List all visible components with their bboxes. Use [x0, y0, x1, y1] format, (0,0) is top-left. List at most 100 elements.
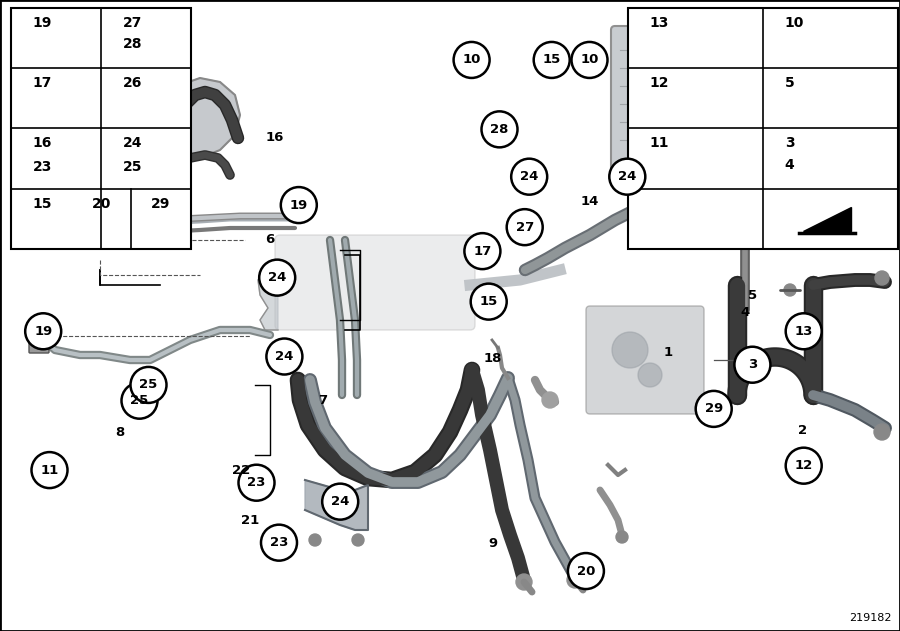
- Text: 28: 28: [491, 123, 508, 136]
- Text: 25: 25: [130, 394, 148, 407]
- Text: 2: 2: [798, 424, 807, 437]
- Text: 23: 23: [270, 536, 288, 549]
- Circle shape: [261, 524, 297, 561]
- Text: 219182: 219182: [850, 613, 892, 623]
- Text: 20: 20: [577, 565, 595, 577]
- Text: 10: 10: [463, 54, 481, 66]
- Polygon shape: [305, 480, 368, 530]
- Circle shape: [638, 363, 662, 387]
- Circle shape: [568, 553, 604, 589]
- Text: 27: 27: [516, 221, 534, 233]
- Circle shape: [266, 338, 302, 375]
- Circle shape: [786, 313, 822, 350]
- Text: 27: 27: [122, 16, 142, 30]
- Text: 10: 10: [785, 16, 805, 30]
- Circle shape: [471, 283, 507, 320]
- Text: 15: 15: [32, 197, 52, 211]
- Circle shape: [612, 332, 648, 368]
- Text: 23: 23: [248, 476, 266, 489]
- Text: 7: 7: [318, 394, 327, 407]
- Text: 16: 16: [32, 136, 52, 150]
- Text: 21: 21: [241, 514, 259, 527]
- Circle shape: [32, 452, 68, 488]
- Text: 5: 5: [748, 289, 757, 302]
- Text: 5: 5: [785, 76, 795, 90]
- FancyBboxPatch shape: [611, 26, 749, 174]
- Text: 22: 22: [232, 464, 250, 476]
- Text: 12: 12: [650, 76, 670, 90]
- Circle shape: [309, 534, 321, 546]
- Circle shape: [874, 424, 890, 440]
- Text: 18: 18: [483, 352, 501, 365]
- Text: 24: 24: [122, 136, 142, 150]
- Text: 11: 11: [650, 136, 670, 150]
- Text: 8: 8: [115, 426, 124, 439]
- Text: 28: 28: [122, 37, 142, 50]
- FancyBboxPatch shape: [633, 8, 727, 34]
- Text: 15: 15: [543, 54, 561, 66]
- FancyBboxPatch shape: [29, 339, 49, 353]
- Text: 4: 4: [741, 306, 750, 319]
- Text: 24: 24: [520, 170, 538, 183]
- Text: 13: 13: [650, 16, 670, 30]
- Text: 12: 12: [795, 459, 813, 472]
- FancyBboxPatch shape: [275, 235, 475, 330]
- Circle shape: [464, 233, 500, 269]
- Circle shape: [507, 209, 543, 245]
- Circle shape: [30, 232, 40, 242]
- Circle shape: [616, 531, 628, 543]
- FancyBboxPatch shape: [628, 8, 898, 249]
- Text: 1: 1: [663, 346, 672, 358]
- Text: 3: 3: [785, 136, 795, 150]
- Circle shape: [454, 42, 490, 78]
- FancyBboxPatch shape: [586, 306, 704, 414]
- Circle shape: [534, 42, 570, 78]
- Circle shape: [609, 158, 645, 195]
- Circle shape: [734, 346, 770, 383]
- Text: 9: 9: [489, 538, 498, 550]
- Text: 24: 24: [268, 271, 286, 284]
- FancyBboxPatch shape: [11, 8, 191, 249]
- Text: 26: 26: [122, 76, 142, 90]
- Circle shape: [281, 187, 317, 223]
- Text: 4: 4: [785, 158, 795, 172]
- Circle shape: [122, 382, 158, 419]
- Circle shape: [511, 158, 547, 195]
- Text: 17: 17: [473, 245, 491, 257]
- Circle shape: [322, 483, 358, 520]
- Text: 14: 14: [580, 196, 598, 208]
- Circle shape: [25, 313, 61, 350]
- Circle shape: [238, 464, 274, 501]
- Text: 10: 10: [580, 54, 598, 66]
- Polygon shape: [258, 265, 278, 330]
- Text: 16: 16: [266, 131, 284, 144]
- Circle shape: [259, 259, 295, 296]
- Text: 29: 29: [705, 403, 723, 415]
- Circle shape: [572, 42, 608, 78]
- Circle shape: [542, 392, 558, 408]
- Text: 23: 23: [32, 160, 52, 174]
- Text: 19: 19: [290, 199, 308, 211]
- Text: 25: 25: [140, 379, 158, 391]
- Circle shape: [784, 284, 796, 296]
- Text: 20: 20: [92, 197, 112, 211]
- Circle shape: [516, 574, 532, 590]
- Polygon shape: [803, 207, 850, 231]
- Circle shape: [786, 447, 822, 484]
- Circle shape: [130, 367, 166, 403]
- Text: 11: 11: [40, 464, 58, 476]
- Circle shape: [875, 271, 889, 285]
- Circle shape: [352, 534, 364, 546]
- Text: 6: 6: [266, 233, 274, 246]
- Polygon shape: [145, 78, 240, 158]
- Circle shape: [696, 391, 732, 427]
- Text: 19: 19: [34, 325, 52, 338]
- Text: 24: 24: [618, 170, 636, 183]
- Text: 19: 19: [32, 16, 52, 30]
- Text: 24: 24: [275, 350, 293, 363]
- Text: 25: 25: [122, 160, 142, 174]
- Text: 3: 3: [748, 358, 757, 371]
- Circle shape: [567, 572, 583, 588]
- Text: 24: 24: [331, 495, 349, 508]
- Circle shape: [482, 111, 517, 148]
